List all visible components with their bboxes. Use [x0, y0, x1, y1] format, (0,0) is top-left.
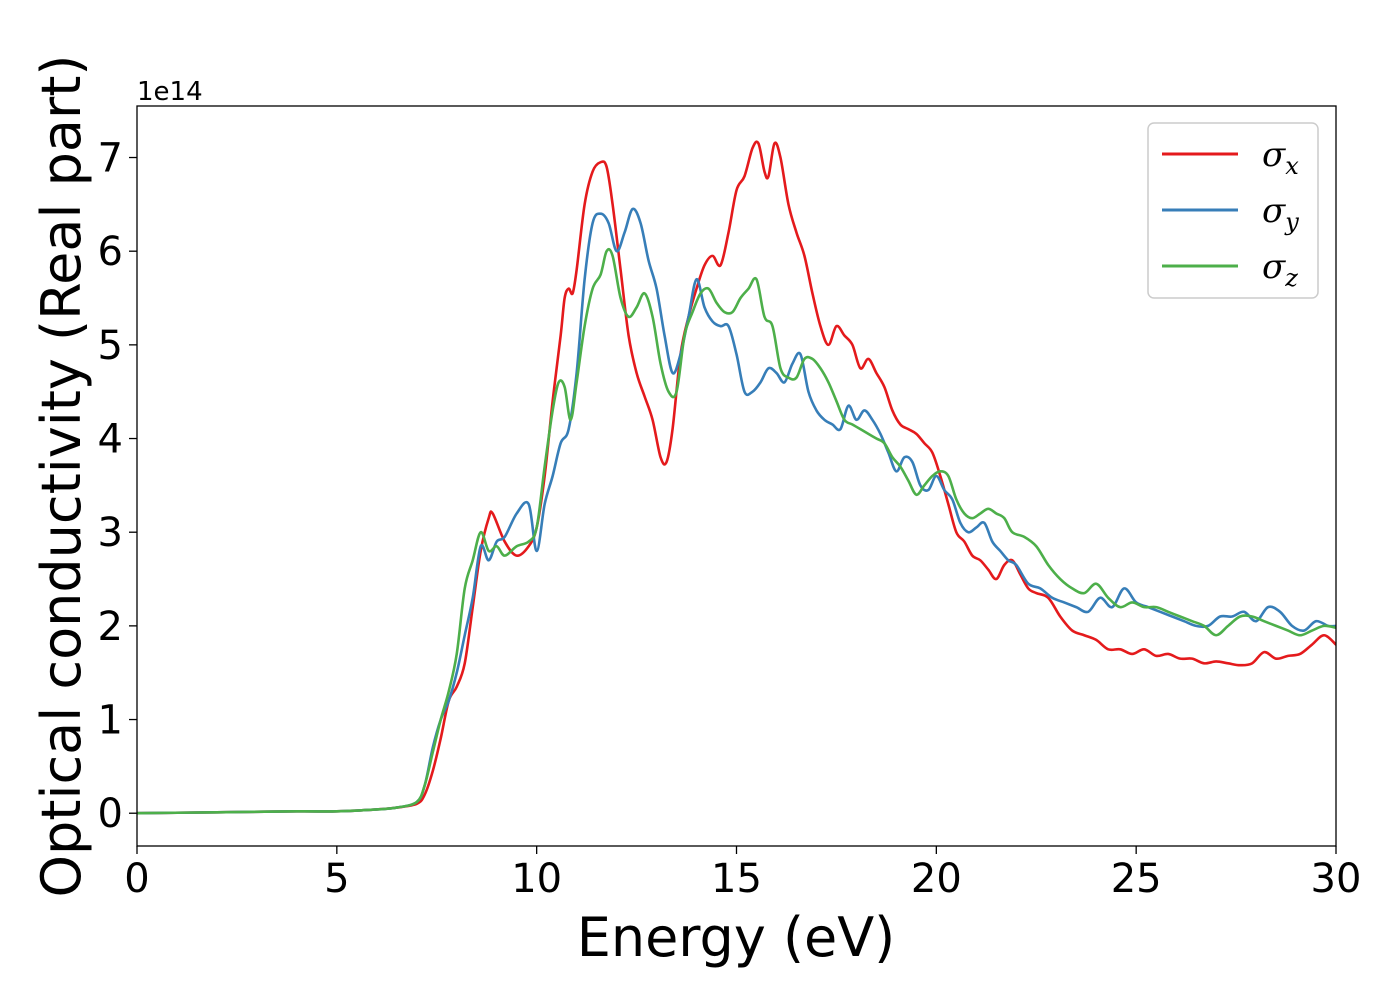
y-offset-label: 1e14	[137, 77, 203, 107]
x-tick-label: 20	[911, 856, 962, 902]
series-line-z	[137, 247, 1336, 815]
series-layer	[137, 140, 1336, 815]
x-tick-label: 10	[511, 856, 562, 902]
plot-area	[137, 106, 1336, 846]
y-tick-label: 3	[98, 510, 123, 556]
legend-label-y: σy	[1262, 191, 1299, 236]
x-tick-label: 30	[1311, 856, 1362, 902]
x-tick-label: 25	[1111, 856, 1162, 902]
y-axis: 0 1 2 3 4 5 6 7	[98, 136, 137, 837]
y-axis-title: Optical conductivity (Real part)	[30, 55, 93, 898]
y-tick-label: 1	[98, 698, 123, 744]
x-axis: 0 5 10 15 20 25 30	[124, 846, 1361, 902]
y-tick-label: 5	[98, 323, 123, 369]
series-line-x	[137, 140, 1336, 815]
legend-label-x: σx	[1262, 135, 1299, 180]
y-tick-label: 6	[98, 229, 123, 275]
y-tick-label: 4	[98, 417, 123, 463]
x-axis-title: Energy (eV)	[577, 906, 896, 969]
y-tick-label: 0	[98, 791, 123, 837]
x-tick-label: 15	[711, 856, 762, 902]
legend: σx σy σz	[1147, 122, 1319, 299]
y-tick-label: 7	[98, 136, 123, 182]
y-tick-label: 2	[98, 604, 123, 650]
x-tick-label: 0	[124, 856, 149, 902]
x-tick-label: 5	[324, 856, 349, 902]
legend-label-z: σz	[1262, 247, 1298, 292]
